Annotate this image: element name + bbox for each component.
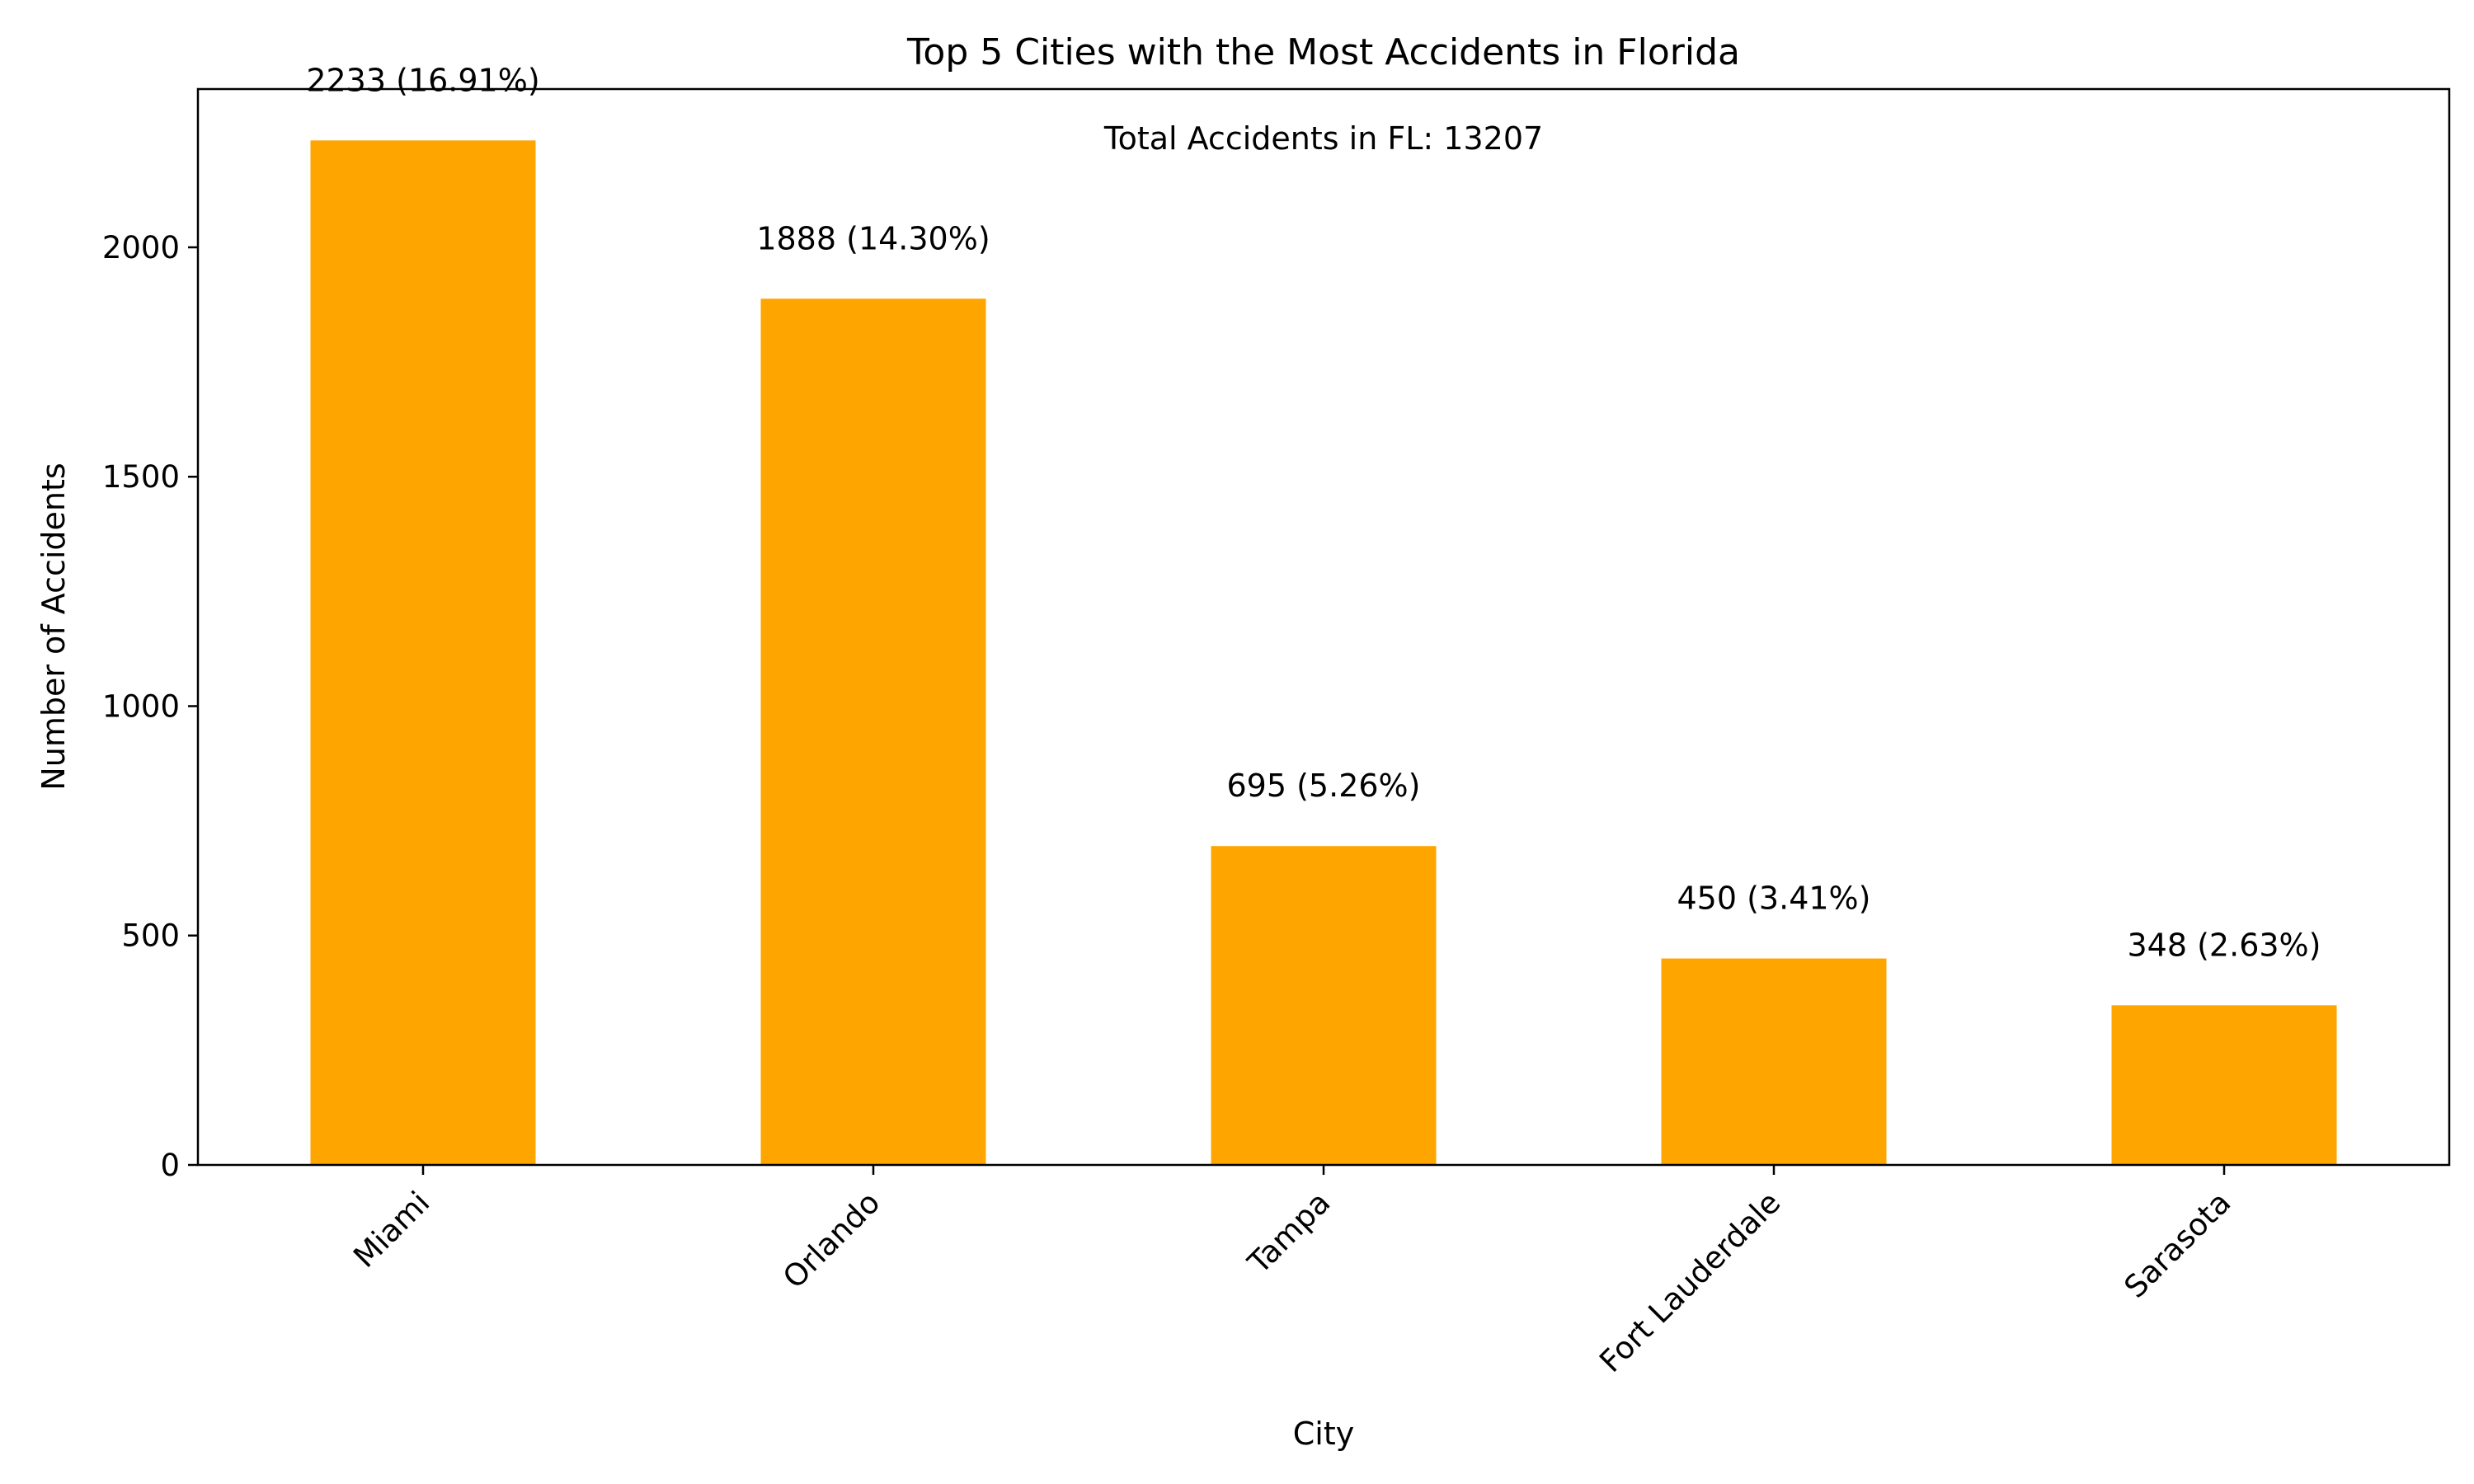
data-label-fort-lauderdale: 450 (3.41%): [1677, 881, 1871, 917]
bar-orlando: [760, 298, 986, 1165]
data-label-tampa: 695 (5.26%): [1227, 768, 1421, 804]
y-tick-label: 500: [121, 918, 180, 954]
bar-fort-lauderdale: [1661, 958, 1887, 1165]
data-labels-group: 2233 (16.91%) 1888 (14.30%) 695 (5.26%) 450…: [306, 62, 2321, 963]
y-axis-label: Number of Accidents: [35, 463, 72, 790]
y-tick-label: 0: [160, 1148, 180, 1183]
bar-tampa: [1211, 846, 1437, 1165]
data-label-miami: 2233 (16.91%): [306, 62, 539, 98]
y-tick-label: 2000: [102, 230, 180, 265]
bars-group: [310, 140, 2337, 1165]
x-tick-label: Sarasota: [2118, 1185, 2238, 1305]
y-tick-label: 1500: [102, 459, 180, 495]
y-axis: 0 500 1000 1500 2000: [102, 230, 198, 1183]
data-label-orlando: 1888 (14.30%): [756, 220, 990, 256]
y-tick-label: 1000: [102, 688, 180, 724]
x-tick-label: Fort Lauderdale: [1592, 1185, 1787, 1379]
data-label-sarasota: 348 (2.63%): [2128, 927, 2321, 963]
plot-frame: [196, 87, 2451, 1167]
x-tick-label: Tampa: [1240, 1185, 1337, 1281]
total-accidents-annotation: Total Accidents in FL: 13207: [1103, 120, 1543, 157]
chart-title: Top 5 Cities with the Most Accidents in …: [906, 31, 1740, 73]
x-axis: Miami Orlando Tampa Fort Lauderdale Sarasota: [346, 1165, 2237, 1379]
bar-miami: [310, 140, 536, 1165]
x-axis-label: City: [1293, 1416, 1354, 1452]
bar-sarasota: [2111, 1005, 2337, 1165]
x-tick-label: Miami: [346, 1185, 436, 1275]
x-tick-label: Orlando: [776, 1185, 887, 1295]
